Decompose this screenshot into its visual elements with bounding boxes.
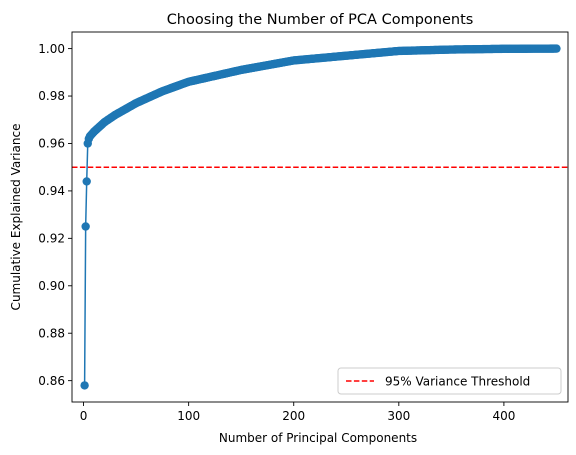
y-tick-label: 0.92 [38, 232, 65, 246]
x-axis: 0 100 200 300 400 [80, 402, 515, 423]
data-point [80, 381, 89, 390]
plot-frame [71, 31, 569, 403]
x-tick-label: 100 [177, 409, 200, 423]
x-tick-label: 400 [492, 409, 515, 423]
y-tick-label: 0.94 [38, 184, 65, 198]
data-point [82, 177, 91, 186]
legend-threshold-label: 95% Variance Threshold [385, 375, 530, 389]
x-tick-label: 200 [282, 409, 305, 423]
y-tick-label: 0.98 [38, 89, 65, 103]
y-tick-label: 0.88 [38, 326, 65, 340]
legend: 95% Variance Threshold [337, 367, 562, 395]
plot-area [72, 44, 568, 390]
y-tick-label: 0.90 [38, 279, 65, 293]
data-point [81, 222, 90, 231]
x-tick-label: 300 [387, 409, 410, 423]
x-axis-label: Number of Principal Components [219, 431, 417, 445]
data-point [552, 44, 561, 53]
chart-title: Choosing the Number of PCA Components [167, 12, 474, 28]
y-axis: 0.86 0.88 0.90 0.92 0.94 0.96 0.98 1.00 [38, 42, 72, 388]
y-tick-label: 0.96 [38, 137, 65, 151]
y-axis-label: Cumulative Explained Variance [9, 124, 23, 311]
y-tick-label: 0.86 [38, 374, 65, 388]
variance-line [83, 47, 557, 386]
y-tick-label: 1.00 [38, 42, 65, 56]
legend-box [337, 367, 562, 395]
x-tick-label: 0 [80, 409, 88, 423]
